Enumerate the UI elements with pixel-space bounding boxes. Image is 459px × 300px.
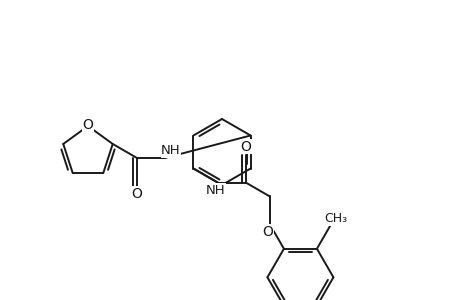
Text: NH: NH: [161, 145, 180, 158]
Text: O: O: [262, 224, 273, 239]
Text: O: O: [240, 140, 251, 154]
Text: O: O: [82, 118, 93, 132]
Text: NH: NH: [206, 184, 225, 197]
Text: O: O: [131, 187, 142, 201]
Text: CH₃: CH₃: [324, 212, 347, 225]
